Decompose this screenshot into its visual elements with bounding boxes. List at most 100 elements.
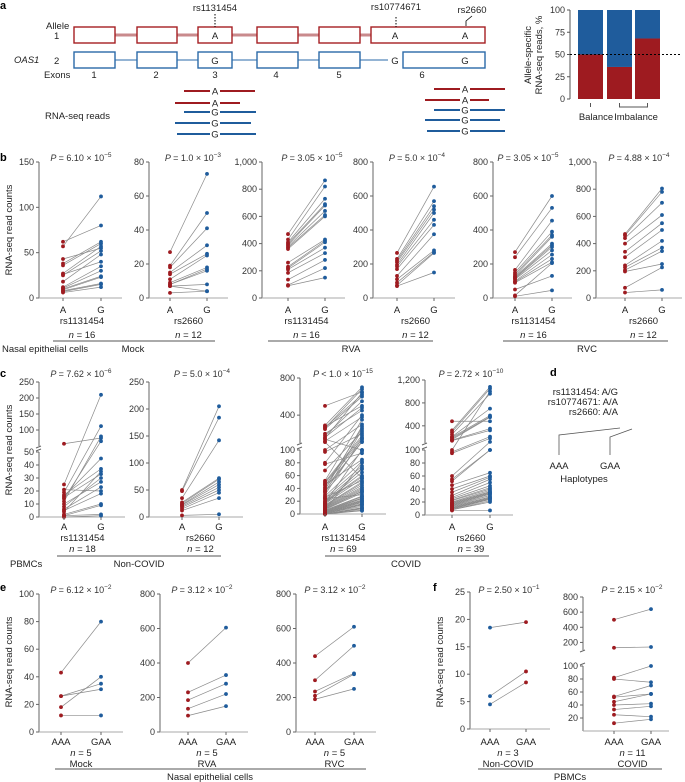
p-value-label: P = 3.05 × 10−5 [281,152,343,163]
data-point-a [395,277,399,282]
y-tick-label: 50 [555,50,565,60]
p-symbol: P [165,153,173,163]
y-tick-label: 60 [134,191,144,201]
x-category-label: G [321,305,328,316]
pair-line [287,240,326,268]
n-value: = 5 [202,748,218,759]
pair-line [324,392,363,439]
pair-line [63,493,102,511]
snp-marker [465,15,473,26]
data-point-aaa [612,645,616,650]
y-tick-label: 60 [568,687,578,697]
data-point-g [488,480,492,485]
pair-line [324,488,363,508]
y-tick-label: 800 [280,373,295,383]
p-value-label: P = 3.12 × 10−2 [304,584,366,595]
pair-line [396,250,435,280]
pair-line [451,416,491,439]
panel-b6: 0 200 400 600 800 1,000 P = 4.88 × 10−4 A Grs266… [568,152,682,341]
data-point-a [395,274,399,278]
y-tick-label: 0 [415,510,420,520]
x-category-label: A [394,305,401,316]
pair-line [451,491,491,503]
y-tick-label: 250 [129,377,144,387]
x-category-label: AAA [604,737,624,748]
data-point-g [660,228,664,232]
condition-label: RVA [198,759,217,770]
y-tick-label: 80 [568,674,578,684]
p-exponent: −2 [104,584,112,591]
data-point-gaa [224,681,228,686]
data-point-gaa [649,645,653,649]
data-point-g [205,211,209,215]
p-value: = 2.72 × 10 [447,369,493,379]
snp-label: rs10774671 [371,2,421,13]
data-point-g [360,394,364,399]
pair-line [514,195,553,253]
group-label: Nasal epithelial cells [167,772,253,782]
y-tick-label: 100 [405,445,420,455]
allele-2-base: G [211,56,218,67]
data-point-aaa [612,699,616,704]
data-point-a [323,468,327,473]
data-point-g [99,489,103,493]
pair-line [624,222,663,253]
data-point-gaa [224,673,228,677]
data-point-g [360,448,364,452]
y-tick-label: 250 [19,377,34,387]
pair-line [613,703,652,706]
exon-number: 1 [91,70,96,81]
group-label: Mock [122,344,145,355]
p-exponent: −15 [362,368,373,375]
pair-line [613,678,652,683]
data-point-aaa [186,661,190,665]
y-tick-label: 200 [19,393,34,403]
y-tick-label: 80 [24,617,34,627]
pair-line [324,478,363,505]
data-point-gaa [99,687,103,692]
p-exponent: −2 [358,584,366,591]
data-point-gaa [649,717,653,722]
pair-line [451,482,491,498]
x-category-label: G [486,522,493,533]
panel-a-diagram: a OAS1 Allele 1 2 Exons 1 2 3 4 5 6 [0,0,505,141]
data-point-g [323,266,327,270]
data-point-g [488,428,492,433]
data-point-aaa [186,690,190,695]
y-tick-label: 100 [19,425,34,435]
pair-line [613,705,652,710]
pair-line [314,673,355,692]
pair-line [613,693,652,703]
y-tick-label: 800 [353,157,368,167]
y-tick-label: 200 [576,266,591,276]
exon-box [136,51,178,69]
data-point-g [660,213,664,217]
axis-break [35,448,42,452]
exon-numbers: 1 2 3 4 5 6 [91,70,424,81]
pair-line [396,206,435,261]
data-point-a [513,280,517,285]
exon-box [197,51,233,69]
pair-line [324,499,363,512]
y-tick-label: 80 [285,458,295,468]
data-point-g [360,508,364,513]
pair-line [451,497,491,509]
group-label: Non-COVID [114,559,165,570]
pair-line [287,180,326,235]
data-point-g [217,482,221,487]
pair-line [451,472,491,486]
data-point-g [360,490,364,495]
data-point-g [432,270,436,275]
snp-label: rs2660 [401,316,430,327]
pair-line [451,391,491,451]
pair-line [514,207,553,258]
data-point-aaa [488,702,492,707]
pair-line [451,441,491,477]
pair-line [451,449,491,482]
pair-line [62,250,102,276]
pair-line [451,496,491,507]
p-value-label: P = 2.72 × 10−10 [439,368,504,379]
data-point-aaa [313,697,317,702]
